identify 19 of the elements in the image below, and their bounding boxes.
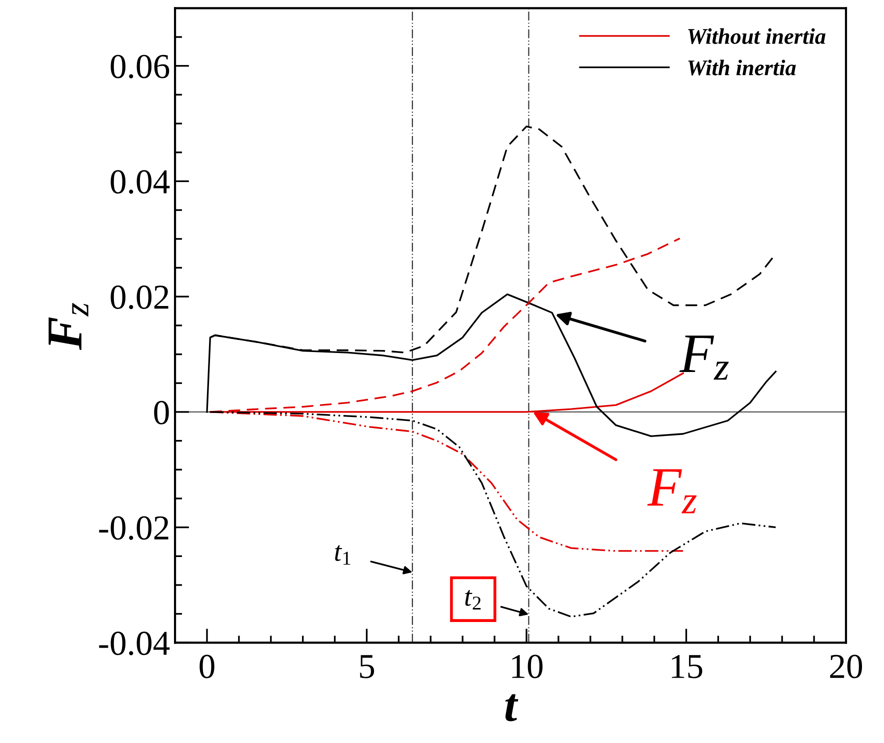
y-tick-label: 0 <box>154 400 169 424</box>
annotation: F$_{z}$ <box>647 469 697 514</box>
y-tick-label: 0.06 <box>110 54 170 78</box>
x-tick-label: 15 <box>672 654 702 678</box>
x-axis-title: t <box>505 694 518 722</box>
x-tick-label: 20 <box>830 654 862 678</box>
x-tick-label: 0 <box>200 654 214 678</box>
y-tick-label: 0.02 <box>110 286 168 310</box>
y-tick-label: -0.02 <box>99 516 168 540</box>
annotation: t$_{2}$ <box>465 590 481 610</box>
x-tick-label: 5 <box>360 655 374 678</box>
annotation: F$_{z}$ <box>679 336 729 380</box>
y-tick-label: 0.04 <box>110 170 170 194</box>
annotation: t$_{1}$ <box>335 545 350 565</box>
legend-label: With inertia <box>688 60 796 76</box>
y-axis-title: F$_{z}$ <box>48 303 88 350</box>
legend-label: Without inertia <box>688 28 826 44</box>
x-tick-label: 10 <box>512 654 543 678</box>
y-tick-label: -0.04 <box>99 632 170 656</box>
